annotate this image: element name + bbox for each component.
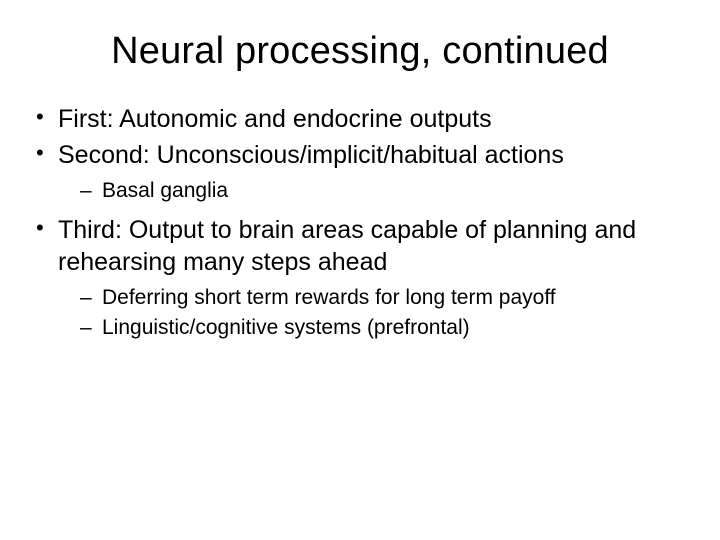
list-item: Basal ganglia <box>80 177 690 204</box>
list-item: Linguistic/cognitive systems (prefrontal… <box>80 314 690 341</box>
sub-bullet-list: Basal ganglia <box>80 177 690 204</box>
bullet-text: First: Autonomic and endocrine outputs <box>58 105 492 133</box>
bullet-list: First: Autonomic and endocrine outputs S… <box>36 103 690 341</box>
bullet-text: Deferring short term rewards for long te… <box>102 286 556 309</box>
bullet-text: Basal ganglia <box>102 179 228 202</box>
sub-bullet-list: Deferring short term rewards for long te… <box>80 284 690 341</box>
slide-title: Neural processing, continued <box>30 30 690 73</box>
bullet-text: Third: Output to brain areas capable of … <box>58 216 636 276</box>
slide: Neural processing, continued First: Auto… <box>0 0 720 540</box>
list-item: Second: Unconscious/implicit/habitual ac… <box>36 139 690 204</box>
list-item: Third: Output to brain areas capable of … <box>36 214 690 341</box>
bullet-text: Second: Unconscious/implicit/habitual ac… <box>58 141 564 169</box>
bullet-text: Linguistic/cognitive systems (prefrontal… <box>102 316 470 339</box>
list-item: First: Autonomic and endocrine outputs <box>36 103 690 135</box>
list-item: Deferring short term rewards for long te… <box>80 284 690 311</box>
